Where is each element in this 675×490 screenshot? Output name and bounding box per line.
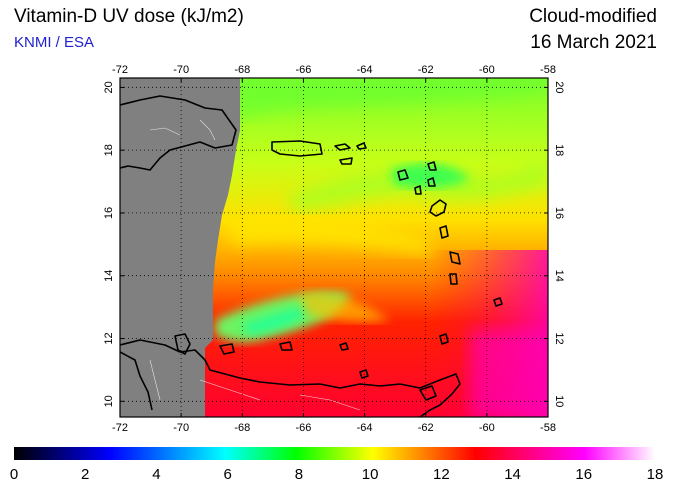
colorbar: [14, 447, 655, 460]
map-title: Vitamin-D UV dose (kJ/m2): [14, 6, 244, 27]
map-frame: [119, 77, 549, 418]
colorbar-tick-label: 8: [295, 466, 303, 483]
colorbar-tick-label: 14: [504, 466, 521, 483]
lon-tick-label: -60: [479, 64, 495, 76]
lat-tick-label-left: 20: [103, 81, 115, 93]
colorbar-tick-label: 16: [575, 466, 592, 483]
lat-tick-label-right: 14: [553, 270, 565, 282]
lat-tick-label-right: 20: [553, 81, 565, 93]
colorbar-tick-label: 2: [81, 466, 89, 483]
lat-tick-label-right: 16: [553, 207, 565, 219]
lat-tick-label-left: 18: [103, 144, 115, 156]
lat-tick-label-right: 10: [553, 395, 565, 407]
lon-tick-label: -62: [418, 64, 434, 76]
lat-tick-label-left: 14: [103, 270, 115, 282]
lon-tick-label: -70: [173, 422, 189, 434]
lat-tick-label-left: 10: [103, 395, 115, 407]
colorbar-tick-label: 18: [647, 466, 664, 483]
colorbar-tick-label: 12: [433, 466, 450, 483]
lon-tick-label: -58: [540, 64, 556, 76]
date-label: 16 March 2021: [530, 32, 657, 53]
lon-tick-label: -60: [479, 422, 495, 434]
lat-tick-label-left: 16: [103, 207, 115, 219]
lon-tick-label: -68: [234, 64, 250, 76]
lon-tick-label: -66: [295, 64, 311, 76]
colorbar-ticks: 0 2 4 6 8 10 12 14 16 18: [10, 466, 664, 483]
lat-tick-label-right: 18: [553, 144, 565, 156]
axes: -72 -72 -70 -70 -68 -68 -66 -66 -64 -64 -62 -62 -60 -…: [103, 64, 565, 434]
lon-tick-label: -64: [357, 64, 373, 76]
colorbar-tick-label: 10: [362, 466, 379, 483]
colorbar-tick-label: 6: [223, 466, 231, 483]
lon-tick-label: -62: [418, 422, 434, 434]
source-label: KNMI / ESA: [14, 34, 95, 51]
lat-tick-label-right: 12: [553, 332, 565, 344]
product-label: Cloud-modified: [529, 6, 657, 27]
coastlines: [120, 95, 503, 417]
colorbar-tick-label: 4: [152, 466, 160, 483]
lon-tick-label: -72: [112, 422, 128, 434]
lon-tick-label: -66: [295, 422, 311, 434]
no-data-area: [120, 78, 240, 417]
lon-tick-label: -68: [234, 422, 250, 434]
lon-tick-label: -64: [357, 422, 373, 434]
colorbar-tick-label: 0: [10, 466, 18, 483]
lon-tick-label: -72: [112, 64, 128, 76]
uv-field: [120, 78, 548, 417]
lat-tick-label-left: 12: [103, 332, 115, 344]
lon-tick-label: -70: [173, 64, 189, 76]
graticule: [120, 78, 548, 417]
lon-tick-label: -58: [540, 422, 556, 434]
